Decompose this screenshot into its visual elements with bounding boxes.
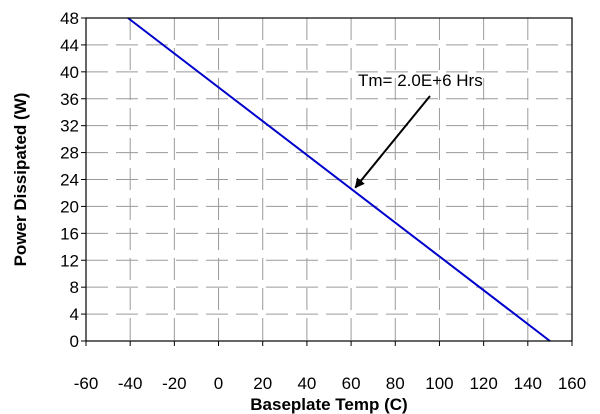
- x-tick-label: -40: [118, 374, 143, 393]
- y-tick-label: 48: [60, 9, 79, 28]
- x-tick-label: 20: [253, 374, 272, 393]
- x-axis-label: Baseplate Temp (C): [250, 395, 407, 414]
- y-tick-label: 36: [60, 90, 79, 109]
- y-tick-label: 28: [60, 144, 79, 163]
- y-tick-label: 32: [60, 117, 79, 136]
- y-tick-label: 4: [70, 305, 79, 324]
- y-tick-label: 20: [60, 197, 79, 216]
- annotation-arrow: [355, 96, 430, 188]
- y-tick-label: 12: [60, 251, 79, 270]
- x-tick-label: 0: [214, 374, 223, 393]
- x-tick-label: 120: [469, 374, 497, 393]
- x-tick-label: -60: [74, 374, 99, 393]
- y-tick-label: 40: [60, 63, 79, 82]
- x-tick-label: 160: [558, 374, 586, 393]
- x-tick-label: 100: [425, 374, 453, 393]
- x-axis-ticks: -60 -40 -20 0 20 40 60 80 100 120 140 160: [74, 341, 586, 393]
- annotation-layer: Tm= 2.0E+6 Hrs: [355, 71, 482, 188]
- grid: [86, 18, 572, 341]
- y-tick-label: 44: [60, 36, 79, 55]
- x-tick-label: 80: [386, 374, 405, 393]
- x-tick-label: 40: [297, 374, 316, 393]
- y-tick-label: 16: [60, 224, 79, 243]
- y-tick-label: 8: [70, 278, 79, 297]
- y-tick-label: 24: [60, 171, 79, 190]
- x-tick-label: 60: [342, 374, 361, 393]
- x-tick-label: 140: [514, 374, 542, 393]
- x-tick-label: -20: [162, 374, 187, 393]
- y-tick-label: 0: [70, 332, 79, 351]
- annotation-label: Tm= 2.0E+6 Hrs: [358, 71, 483, 90]
- y-axis-label: Power Dissipated (W): [11, 93, 30, 267]
